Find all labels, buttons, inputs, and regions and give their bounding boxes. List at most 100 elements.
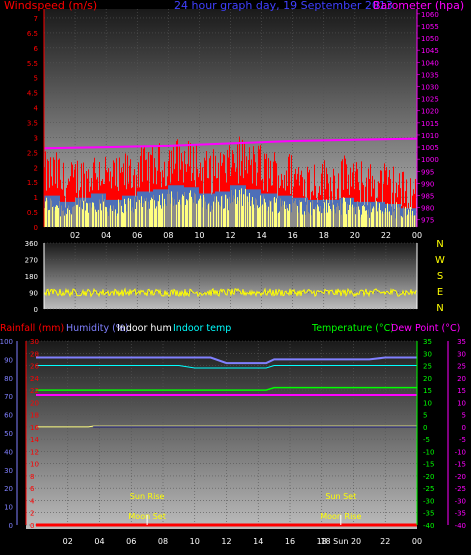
dewpoint-tick-label: -15 [455, 461, 466, 469]
humidity-tick-label: 100 [0, 338, 13, 346]
dewpoint-tick-label: 35 [457, 338, 466, 346]
dewpoint-tick-label: 5 [462, 412, 466, 420]
windspeed-tick-label: 7 [34, 15, 38, 23]
rainfall-tick-label: 4 [30, 497, 35, 505]
indoor-temp-line [36, 365, 417, 369]
humidity-tick-label: 20 [4, 485, 13, 493]
x-tick-label: 10 [194, 231, 204, 240]
wind-direction-line [43, 287, 417, 298]
temperature-tick-label: 30 [423, 350, 432, 358]
temperature-tick-label: 0 [423, 424, 427, 432]
humidity-tick-label: 40 [4, 448, 13, 456]
humidity-tick-label: 50 [4, 430, 13, 438]
windspeed-tick-label: 5 [34, 75, 38, 83]
barometer-tick-label: 1035 [421, 71, 439, 79]
rainfall-tick-label: 26 [30, 363, 39, 371]
legend-label: Rainfall (mm) [0, 323, 64, 334]
rainfall-tick-label: 10 [30, 461, 39, 469]
x-tick-label: 08 [158, 537, 168, 546]
dewpoint-tick-label: 25 [457, 363, 466, 371]
temp-humidity-panel: -40 -40 -35 -35 -30 -30 -25 -25 -20 -20 -15 -15 -10 -… [0, 323, 466, 546]
barometer-tick-label: 1030 [421, 84, 439, 92]
compass-label: S [437, 271, 443, 282]
x-tick-label: 06 [132, 231, 142, 240]
direction-tick-label: 360 [25, 240, 38, 248]
barometer-tick-label: 1055 [421, 23, 439, 31]
windspeed-tick-label: 2.5 [27, 149, 38, 157]
x-tick-label: 14 [256, 231, 266, 240]
barometer-tick-label: 985 [421, 193, 434, 201]
windspeed-tick-label: 6.5 [27, 30, 38, 38]
temperature-tick-label: -25 [423, 485, 434, 493]
humidity-tick-label: 80 [4, 375, 13, 383]
temperature-tick-label: -10 [423, 448, 434, 456]
dewpoint-tick-label: 15 [457, 387, 466, 395]
x-tick-label: 08 [163, 231, 173, 240]
direction-tick-label: 270 [25, 257, 38, 265]
barometer-tick-label: 1025 [421, 96, 439, 104]
barometer-tick-label: 1015 [421, 120, 439, 128]
windspeed-axis-label: Windspeed (m/s) [4, 0, 97, 12]
temperature-tick-label: -30 [423, 497, 434, 505]
rainfall-tick-label: 0 [30, 522, 34, 530]
temperature-line [36, 386, 417, 391]
x-tick-label: 00 [412, 537, 422, 546]
barometer-tick-label: 1040 [421, 59, 439, 67]
x-tick-label: 12 [221, 537, 231, 546]
temperature-tick-label: 5 [423, 412, 427, 420]
x-tick-label: 18 [317, 537, 327, 546]
x-tick-label: 04 [101, 231, 111, 240]
temperature-tick-label: -5 [423, 436, 430, 444]
rainfall-tick-label: 8 [30, 473, 34, 481]
dewpoint-tick-label: -20 [455, 473, 466, 481]
x-tick-label: 16 [285, 537, 295, 546]
barometer-tick-label: 995 [421, 168, 434, 176]
direction-tick-label: 90 [29, 290, 38, 298]
windspeed-tick-label: 4.5 [27, 90, 38, 98]
dewpoint-tick-label: 20 [457, 375, 466, 383]
barometer-tick-label: 1010 [421, 132, 439, 140]
x-tick-label: 02 [70, 231, 80, 240]
x-tick-label: 22 [380, 537, 390, 546]
dewpoint-tick-label: 0 [462, 424, 466, 432]
windspeed-tick-label: 6 [34, 45, 39, 53]
temperature-tick-label: -20 [423, 473, 434, 481]
rainfall-tick-label: 30 [30, 338, 39, 346]
barometer-tick-label: 990 [421, 180, 434, 188]
x-tick-label: 00 [412, 231, 422, 240]
temperature-tick-label: 35 [423, 338, 432, 346]
humidity-tick-label: 60 [4, 412, 13, 420]
legend-label: Temperature (°C) [311, 323, 394, 334]
barometer-line [43, 137, 418, 150]
x-tick-label: 22 [381, 231, 391, 240]
temperature-tick-label: 25 [423, 363, 432, 371]
dewpoint-tick-label: 10 [457, 399, 466, 407]
temperature2-line [36, 425, 417, 428]
humidity-tick-label: 0 [9, 522, 13, 530]
windspeed-tick-label: 3 [34, 134, 38, 142]
barometer-tick-label: 980 [421, 205, 434, 213]
dewpoint-tick-label: -35 [455, 510, 466, 518]
barometer-tick-label: 1000 [421, 156, 439, 164]
barometer-tick-label: 975 [421, 217, 434, 225]
legend-label: Humidity (%) [66, 323, 129, 334]
barometer-tick-label: 1050 [421, 35, 439, 43]
compass-label: E [437, 287, 443, 298]
dewpoint-tick-label: -25 [455, 485, 466, 493]
barometer-axis-label: Barometer (hpa) [373, 0, 464, 12]
rainfall-tick-label: 12 [30, 448, 39, 456]
x-tick-label: 10 [190, 537, 200, 546]
legend-label: Indoor hum [117, 323, 172, 334]
x-tick-label: 18 [319, 231, 329, 240]
temperature-tick-label: -40 [423, 522, 434, 530]
dewpoint-tick-label: 30 [457, 350, 466, 358]
humidity-tick-label: 30 [4, 467, 13, 475]
rainfall-tick-label: 28 [30, 350, 39, 358]
barometer-tick-label: 1005 [421, 144, 439, 152]
wind-barometer-panel: 0 0.5 1 1.5 2 2.5 3 3.5 4 4.5 5 5.5 6 6.5 7 975 980 985 99… [4, 0, 464, 240]
dewpoint-tick-label: -10 [455, 448, 466, 456]
rainfall-tick-label: 18 [30, 412, 39, 420]
dewpoint-tick-label: -40 [455, 522, 466, 530]
rainfall-tick-label: 16 [30, 424, 39, 432]
